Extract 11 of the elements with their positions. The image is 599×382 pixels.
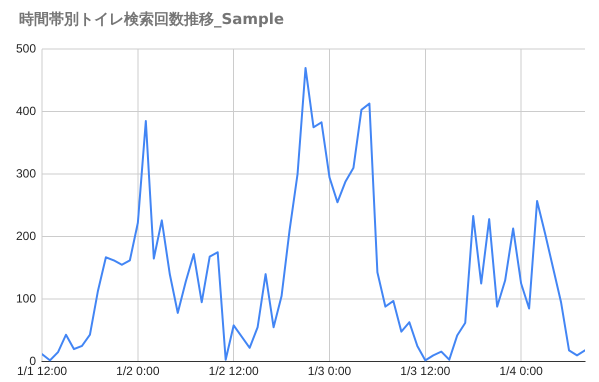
x-tick-label: 1/4 0:00 bbox=[499, 364, 544, 378]
x-tick-label: 1/2 0:00 bbox=[116, 364, 160, 378]
y-tick-label: 500 bbox=[16, 42, 36, 56]
y-tick-label: 100 bbox=[16, 291, 36, 306]
y-tick-label: 200 bbox=[16, 228, 36, 243]
x-tick-label: 1/3 0:00 bbox=[308, 364, 352, 378]
chart-title: 時間帯別トイレ検索回数推移_Sample bbox=[19, 10, 284, 29]
x-tick-label: 1/2 12:00 bbox=[208, 364, 260, 378]
y-tick-label: 400 bbox=[16, 104, 36, 118]
y-tick-label: 300 bbox=[16, 166, 36, 180]
x-tick-label: 1/3 12:00 bbox=[400, 364, 451, 378]
